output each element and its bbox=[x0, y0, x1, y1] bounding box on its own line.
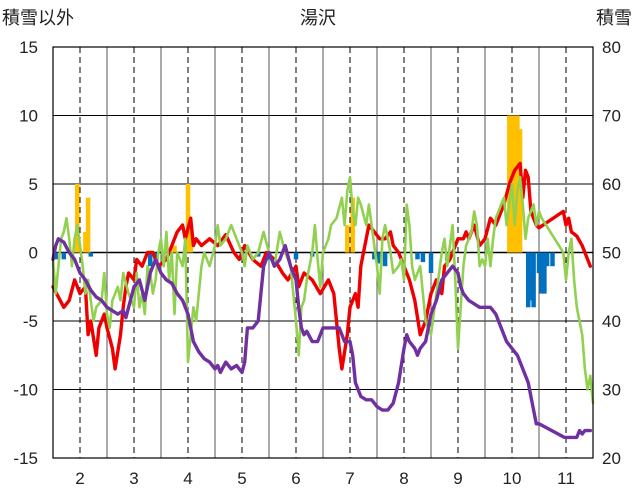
bar bbox=[61, 252, 67, 260]
bar bbox=[536, 252, 542, 274]
bar bbox=[188, 225, 193, 253]
bar bbox=[542, 252, 547, 294]
right-axis-label: 積雪 bbox=[596, 8, 632, 29]
grid-lines bbox=[53, 47, 593, 458]
x-tick-label: 4 bbox=[183, 469, 192, 488]
right-tick-label: 60 bbox=[602, 175, 621, 194]
bar bbox=[515, 115, 520, 253]
bar bbox=[345, 225, 350, 253]
bar bbox=[525, 252, 531, 308]
right-tick-label: 40 bbox=[602, 312, 621, 331]
bar bbox=[544, 252, 550, 267]
line-series bbox=[51, 161, 595, 440]
bar bbox=[382, 252, 388, 267]
left-axis-label: 積雪以外 bbox=[2, 8, 74, 29]
x-tick-label: 6 bbox=[291, 469, 300, 488]
bar bbox=[550, 252, 555, 267]
bar bbox=[75, 184, 80, 253]
bar bbox=[185, 184, 191, 253]
bar bbox=[531, 252, 536, 308]
bar bbox=[85, 197, 91, 253]
chart-title: 湯沢 bbox=[300, 8, 336, 29]
bar bbox=[420, 252, 426, 263]
series-line-purple bbox=[51, 237, 592, 440]
left-tick-label: -10 bbox=[13, 381, 38, 400]
bar bbox=[53, 252, 58, 260]
bar bbox=[512, 115, 517, 253]
right-tick-label: 70 bbox=[602, 107, 621, 126]
bar bbox=[293, 252, 299, 260]
left-tick-label: -15 bbox=[13, 449, 38, 468]
bar bbox=[428, 252, 434, 274]
plot-frame bbox=[52, 46, 594, 459]
bar bbox=[372, 252, 377, 260]
left-tick-label: 0 bbox=[29, 244, 38, 263]
bar bbox=[350, 197, 355, 253]
right-tick-label: 20 bbox=[602, 449, 621, 468]
bar bbox=[415, 252, 420, 260]
left-tick-label: 15 bbox=[19, 38, 38, 57]
x-tick-label: 5 bbox=[237, 469, 246, 488]
left-tick-label: 10 bbox=[19, 107, 38, 126]
bar bbox=[147, 252, 153, 267]
x-tick-label: 3 bbox=[129, 469, 138, 488]
x-tick-label: 8 bbox=[399, 469, 408, 488]
bar bbox=[517, 129, 523, 253]
x-tick-label: 9 bbox=[453, 469, 462, 488]
bar bbox=[377, 252, 382, 264]
left-tick-label: -5 bbox=[23, 312, 38, 331]
series-line-green bbox=[51, 175, 595, 405]
x-tick-label: 2 bbox=[75, 469, 84, 488]
bar bbox=[539, 252, 544, 294]
left-tick-label: 5 bbox=[29, 175, 38, 194]
x-tick-label: 10 bbox=[503, 469, 522, 488]
series-line-red bbox=[51, 161, 592, 371]
bar bbox=[83, 231, 88, 253]
bar bbox=[528, 252, 534, 301]
right-tick-label: 80 bbox=[602, 38, 621, 57]
right-tick-label: 50 bbox=[602, 244, 621, 263]
x-tick-label: 11 bbox=[557, 469, 575, 488]
right-tick-label: 30 bbox=[602, 381, 621, 400]
bar bbox=[172, 245, 177, 253]
x-tick-label: 7 bbox=[345, 469, 354, 488]
bar bbox=[88, 252, 94, 257]
